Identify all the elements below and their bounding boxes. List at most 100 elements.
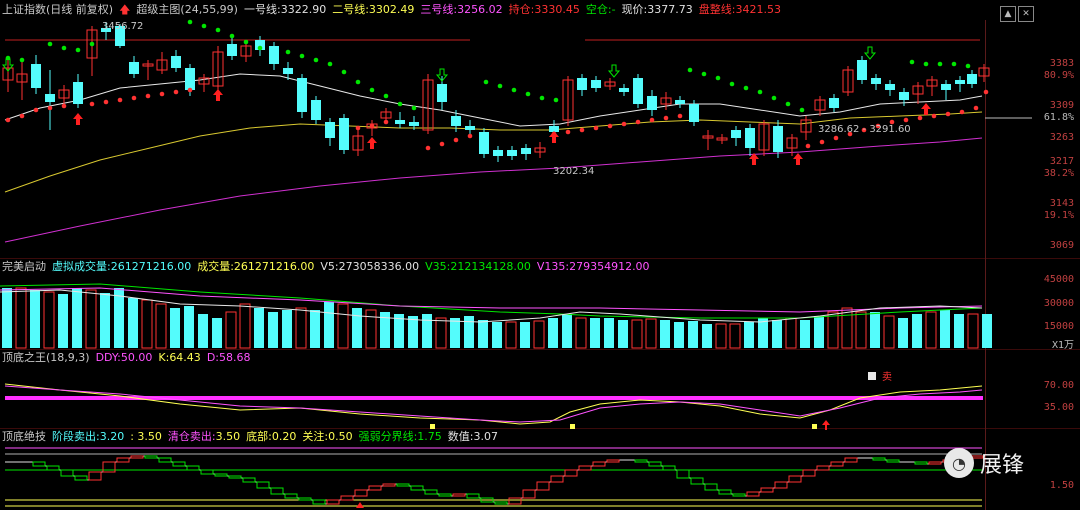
- tops-up-box: [592, 461, 606, 467]
- volume-bar: [43, 291, 55, 349]
- vvol-label: 虚拟成交量:: [52, 260, 111, 273]
- support-dot: [805, 143, 811, 149]
- volume-bar: [912, 314, 922, 348]
- cost-value: 3421.53: [735, 3, 782, 16]
- price-value: 3377.73: [647, 3, 693, 16]
- indicator-name[interactable]: 超级主图(24,55,99): [136, 3, 238, 16]
- candle-down: [731, 130, 741, 138]
- bottom-value: 0.20: [271, 430, 297, 443]
- candle-down: [339, 118, 349, 150]
- line3-label: 三号线:: [420, 3, 458, 16]
- volume-panel-title[interactable]: 完美启动: [2, 260, 46, 273]
- v135-value: 279354912.00: [569, 260, 650, 273]
- v135-label: V135:: [536, 260, 570, 273]
- tops-up-box: [508, 497, 522, 505]
- support-dot: [103, 99, 109, 105]
- volume-bar: [982, 314, 992, 348]
- candle-down: [185, 68, 195, 90]
- candle-down: [45, 94, 55, 102]
- candle-up: [702, 135, 714, 139]
- candle-down: [967, 74, 977, 84]
- resistance-dot: [411, 105, 417, 111]
- sell-arrow-icon: [607, 64, 621, 78]
- tops-up-box: [88, 471, 102, 481]
- index-title[interactable]: 上证指数(日线 前复权): [2, 3, 114, 16]
- resistance-dot: [341, 69, 347, 75]
- tops-up-box: [802, 469, 816, 477]
- volume-bar: [324, 302, 334, 348]
- support-dot: [131, 95, 137, 101]
- volume-bar: [268, 312, 278, 348]
- kdj-params: (18,9,3): [46, 351, 90, 364]
- support-dot: [959, 109, 965, 115]
- d-value: 58.68: [219, 351, 251, 364]
- volume-bar: [212, 318, 222, 348]
- support-dot: [973, 105, 979, 111]
- candle-up: [814, 99, 826, 111]
- candle-down: [101, 28, 111, 32]
- support-dot: [565, 129, 571, 135]
- candle-down: [493, 150, 503, 156]
- volume-bar: [85, 289, 97, 349]
- resistance-dot: [799, 107, 805, 113]
- v5-line: [0, 289, 983, 323]
- candle-up: [352, 135, 364, 151]
- v35-line: [0, 283, 983, 319]
- mid-mark-label: 3286.62 - 3291.60: [818, 124, 911, 135]
- ma-magenta-line: [4, 137, 983, 243]
- sell-arrow-icon: [1, 58, 15, 72]
- candle-down: [871, 78, 881, 84]
- tops-down-box: [74, 475, 88, 481]
- clear-sell-label: 清仓卖出:: [167, 430, 216, 443]
- candle-down: [507, 150, 517, 156]
- candle-down: [129, 62, 139, 74]
- candle-up: [716, 137, 728, 141]
- strength-value: 1.75: [417, 430, 442, 443]
- resistance-dot: [61, 45, 67, 51]
- empty-value: -: [611, 3, 616, 16]
- support-dot: [847, 131, 853, 137]
- k-value: 64.43: [169, 351, 201, 364]
- volume-bar: [631, 319, 643, 349]
- ma-yellow-line: [4, 111, 983, 193]
- candle-down: [941, 84, 951, 90]
- buy-arrow-icon: [822, 420, 830, 430]
- support-dot: [355, 125, 361, 131]
- support-dot: [61, 103, 67, 109]
- candle-down: [227, 44, 237, 56]
- volume-bar: [800, 320, 810, 348]
- volume-bar: [954, 314, 964, 348]
- buy-arrow-icon: [549, 131, 559, 143]
- up-arrow-icon: 🡅: [119, 3, 131, 16]
- v5-value: 273058336.00: [338, 260, 420, 273]
- buy-arrow-icon: [356, 502, 364, 508]
- tops-down-box: [634, 459, 648, 463]
- tops-down-box: [704, 483, 718, 491]
- tops-down-box: [480, 497, 494, 503]
- candle-down: [829, 98, 839, 108]
- resistance-dot: [285, 49, 291, 55]
- resistance-dot: [19, 57, 25, 63]
- kdj-panel-title[interactable]: 顶底之王: [2, 351, 46, 364]
- strength-label: 强弱分界线:: [358, 430, 418, 443]
- signal-square: [812, 424, 817, 429]
- resistance-dot: [511, 87, 517, 93]
- volume-bar: [310, 310, 320, 348]
- main-y-382: 38.2%: [1043, 168, 1074, 179]
- buy-arrow-icon: [367, 137, 377, 149]
- candle-down: [745, 128, 755, 148]
- chevron-up-icon[interactable]: ▲: [1000, 6, 1016, 22]
- ma-white-line: [4, 73, 983, 127]
- volume-bar: [30, 290, 40, 348]
- volume-bar: [365, 309, 377, 349]
- candle-up: [926, 79, 938, 87]
- tops-up-box: [452, 493, 466, 497]
- volume-bar: [72, 288, 82, 348]
- candle-up: [198, 77, 210, 85]
- candle-down: [395, 120, 405, 124]
- tops-panel-title[interactable]: 顶底绝技: [2, 430, 46, 443]
- volume-bar: [562, 314, 572, 348]
- resistance-dot: [909, 59, 915, 65]
- close-icon[interactable]: ✕: [1018, 6, 1034, 22]
